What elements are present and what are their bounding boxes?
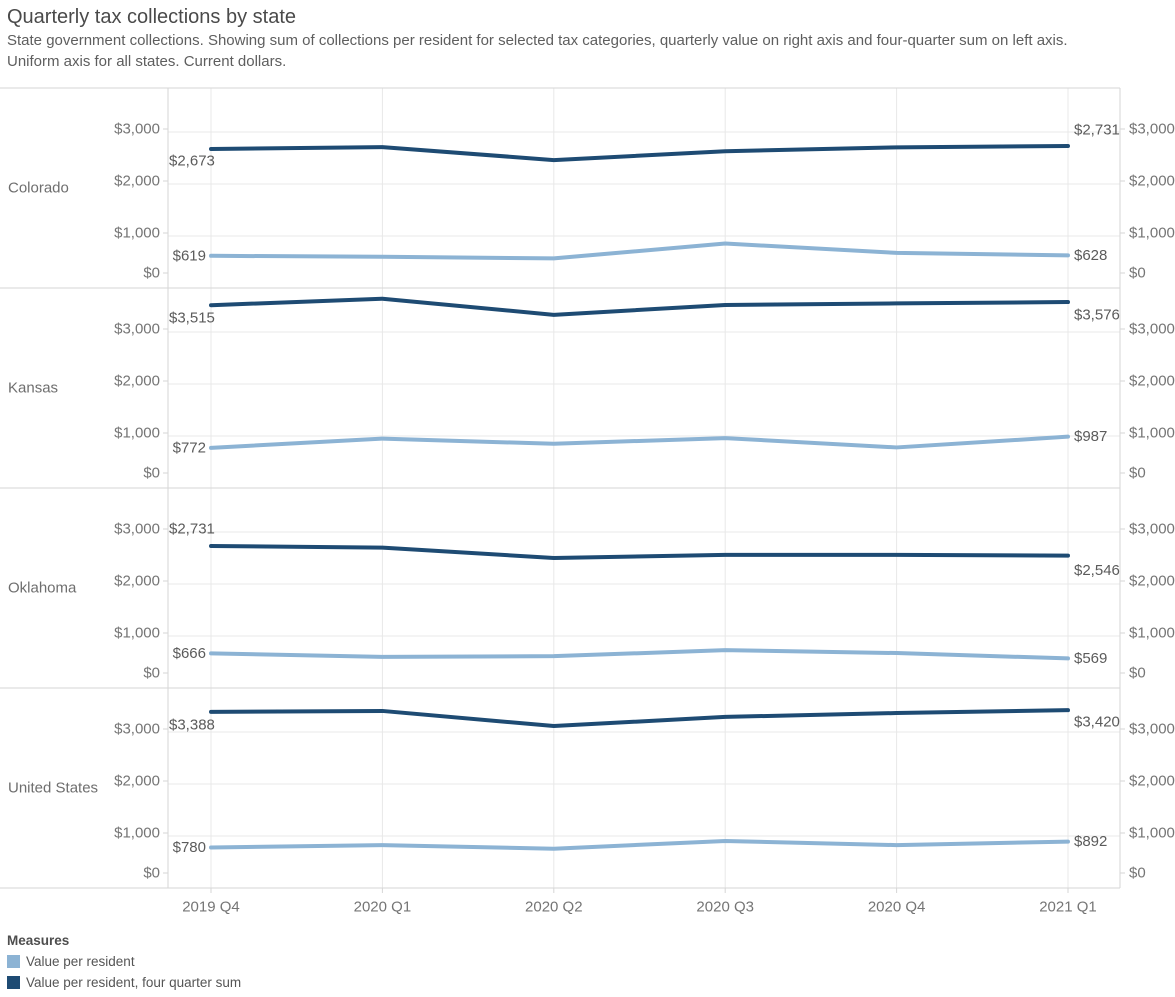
value-label-start: $3,515 — [169, 310, 215, 327]
value-label-end: $628 — [1074, 247, 1107, 264]
value-label-end: $3,420 — [1074, 714, 1120, 731]
chart-subtitle-line2: Uniform axis for all states. Current dol… — [7, 53, 287, 70]
panel-united-states: $0 $0 $1,000 $1,000 $2,000 $2,000 $3,000 $3,000… — [8, 708, 1175, 882]
y-tick-label-left: $3,000 — [114, 321, 160, 338]
y-tick-label-right: $2,000 — [1129, 173, 1175, 190]
y-tick-label-left: $0 — [143, 265, 160, 282]
y-tick-label-right: $3,000 — [1129, 321, 1175, 338]
y-tick-label-right: $3,000 — [1129, 121, 1175, 138]
y-tick-label-left: $3,000 — [114, 121, 160, 138]
state-label: Colorado — [8, 180, 69, 197]
state-label: Oklahoma — [8, 580, 77, 597]
y-tick-label-left: $3,000 — [114, 721, 160, 738]
series-line-four-quarter-sum[interactable] — [209, 143, 1070, 163]
value-label-end: $569 — [1074, 650, 1107, 667]
series-line-four-quarter-sum[interactable] — [209, 543, 1070, 560]
series-line-four-quarter-sum[interactable] — [209, 296, 1070, 317]
y-tick-label-right: $2,000 — [1129, 573, 1175, 590]
series-line-value-per-resident[interactable] — [209, 838, 1070, 851]
value-label-start: $772 — [173, 439, 206, 456]
y-tick-label-left: $2,000 — [114, 173, 160, 190]
value-label-start: $2,673 — [169, 153, 215, 170]
y-tick-label-right: $1,000 — [1129, 425, 1175, 442]
y-tick-label-right: $2,000 — [1129, 373, 1175, 390]
value-label-end: $3,576 — [1074, 307, 1120, 324]
y-tick-label-left: $0 — [143, 865, 160, 882]
state-label: United States — [8, 780, 98, 797]
y-tick-label-left: $1,000 — [114, 425, 160, 442]
series-line-value-per-resident[interactable] — [209, 648, 1070, 661]
chart-title: Quarterly tax collections by state — [7, 6, 297, 28]
state-label: Kansas — [8, 380, 58, 397]
y-tick-label-left: $1,000 — [114, 825, 160, 842]
value-label-start: $619 — [173, 247, 206, 264]
y-tick-label-right: $3,000 — [1129, 721, 1175, 738]
value-label-start: $3,388 — [169, 716, 215, 733]
value-label-end: $2,731 — [1074, 121, 1120, 138]
x-tick-label: 2019 Q4 — [182, 899, 240, 916]
value-label-end: $2,546 — [1074, 562, 1120, 579]
y-tick-label-left: $1,000 — [114, 625, 160, 642]
y-tick-label-right: $0 — [1129, 265, 1146, 282]
y-tick-label-right: $0 — [1129, 865, 1146, 882]
legend-item-four-quarter-sum[interactable]: Value per resident, four quarter sum — [7, 972, 241, 993]
panel-colorado: $0 $0 $1,000 $1,000 $2,000 $2,000 $3,000 $3,000… — [8, 121, 1175, 282]
y-tick-label-left: $3,000 — [114, 521, 160, 538]
y-tick-label-left: $0 — [143, 665, 160, 682]
legend-swatch-dark-icon — [7, 976, 20, 989]
value-label-start: $666 — [173, 645, 206, 662]
y-tick-label-right: $0 — [1129, 465, 1146, 482]
y-tick-label-left: $1,000 — [114, 225, 160, 242]
y-tick-label-left: $2,000 — [114, 573, 160, 590]
chart-header: Quarterly tax collections by state State… — [7, 4, 1172, 72]
y-tick-label-right: $3,000 — [1129, 521, 1175, 538]
value-label-start: $780 — [173, 839, 206, 856]
panel-kansas: $0 $0 $1,000 $1,000 $2,000 $2,000 $3,000 $3,000… — [8, 296, 1175, 482]
legend-swatch-light-icon — [7, 955, 20, 968]
y-tick-label-right: $0 — [1129, 665, 1146, 682]
y-tick-label-right: $1,000 — [1129, 825, 1175, 842]
y-tick-label-left: $0 — [143, 465, 160, 482]
y-tick-label-right: $1,000 — [1129, 225, 1175, 242]
series-line-value-per-resident[interactable] — [209, 241, 1070, 261]
x-tick-label: 2020 Q4 — [868, 899, 926, 916]
x-tick-label: 2021 Q1 — [1039, 899, 1097, 916]
y-tick-label-right: $2,000 — [1129, 773, 1175, 790]
legend-item-value-per-resident[interactable]: Value per resident — [7, 951, 241, 972]
legend-title: Measures — [7, 933, 70, 948]
x-tick-label: 2020 Q3 — [696, 899, 754, 916]
panel-oklahoma: $0 $0 $1,000 $1,000 $2,000 $2,000 $3,000 $3,000… — [8, 520, 1175, 681]
series-line-four-quarter-sum[interactable] — [209, 708, 1070, 729]
y-tick-label-right: $1,000 — [1129, 625, 1175, 642]
y-tick-label-left: $2,000 — [114, 773, 160, 790]
series-line-value-per-resident[interactable] — [209, 434, 1070, 450]
x-tick-label: 2020 Q1 — [354, 899, 412, 916]
x-tick-label: 2020 Q2 — [525, 899, 583, 916]
value-label-end: $987 — [1074, 428, 1107, 445]
y-tick-label-left: $2,000 — [114, 373, 160, 390]
legend-item-label: Value per resident — [26, 954, 135, 969]
value-label-end: $892 — [1074, 833, 1107, 850]
chart-subtitle-line1: State government collections. Showing su… — [7, 32, 1068, 49]
legend-item-label: Value per resident, four quarter sum — [26, 975, 242, 990]
legend: Measures Value per resident Value per re… — [7, 931, 241, 993]
value-label-start: $2,731 — [169, 520, 215, 537]
